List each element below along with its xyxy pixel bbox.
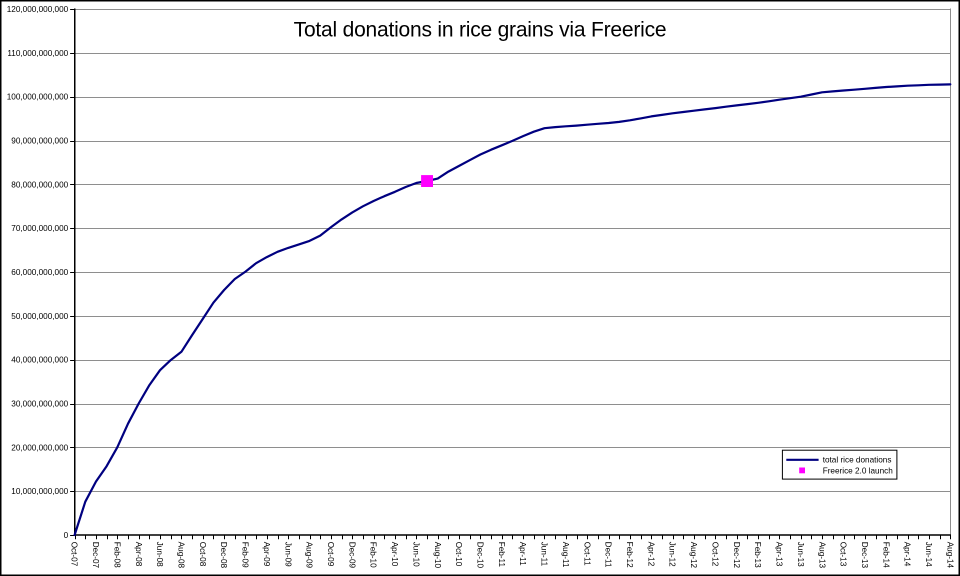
svg-text:Apr-09: Apr-09	[262, 542, 271, 567]
svg-text:Aug-11: Aug-11	[561, 542, 570, 568]
svg-text:120,000,000,000: 120,000,000,000	[7, 5, 69, 14]
svg-text:total rice donations: total rice donations	[823, 456, 892, 465]
svg-text:40,000,000,000: 40,000,000,000	[11, 356, 68, 365]
svg-text:Oct-08: Oct-08	[198, 542, 207, 567]
svg-text:Apr-14: Apr-14	[903, 542, 912, 567]
svg-text:Jun-12: Jun-12	[668, 542, 677, 567]
svg-text:Aug-14: Aug-14	[945, 542, 954, 569]
svg-text:Dec-11: Dec-11	[604, 542, 613, 568]
svg-text:Jun-14: Jun-14	[924, 542, 933, 567]
svg-text:Total donations in rice grains: Total donations in rice grains via Freer…	[294, 18, 667, 41]
svg-text:Apr-13: Apr-13	[775, 542, 784, 567]
svg-text:Oct-09: Oct-09	[326, 542, 335, 567]
svg-text:Apr-12: Apr-12	[646, 542, 655, 567]
svg-text:Oct-10: Oct-10	[454, 542, 463, 567]
svg-text:Dec-07: Dec-07	[91, 542, 100, 569]
svg-text:10,000,000,000: 10,000,000,000	[11, 487, 68, 496]
svg-text:80,000,000,000: 80,000,000,000	[11, 180, 68, 189]
svg-text:Feb-11: Feb-11	[497, 542, 506, 568]
svg-text:50,000,000,000: 50,000,000,000	[11, 312, 68, 321]
svg-text:Aug-10: Aug-10	[433, 542, 442, 569]
svg-text:90,000,000,000: 90,000,000,000	[11, 137, 68, 146]
svg-text:Freerice 2.0 launch: Freerice 2.0 launch	[823, 466, 894, 475]
svg-text:Jun-09: Jun-09	[283, 542, 292, 567]
svg-text:Apr-11: Apr-11	[518, 542, 527, 566]
svg-text:Dec-08: Dec-08	[219, 542, 228, 569]
svg-text:Jun-10: Jun-10	[411, 542, 420, 567]
svg-text:70,000,000,000: 70,000,000,000	[11, 224, 68, 233]
svg-text:Aug-12: Aug-12	[689, 542, 698, 569]
svg-text:Apr-10: Apr-10	[390, 542, 399, 567]
svg-text:20,000,000,000: 20,000,000,000	[11, 443, 68, 452]
svg-text:Aug-13: Aug-13	[817, 542, 826, 569]
svg-text:110,000,000,000: 110,000,000,000	[7, 49, 68, 58]
svg-text:Dec-09: Dec-09	[347, 542, 356, 569]
svg-text:100,000,000,000: 100,000,000,000	[7, 93, 69, 102]
svg-text:Aug-09: Aug-09	[305, 542, 314, 569]
svg-text:Jun-13: Jun-13	[796, 542, 805, 567]
svg-text:Aug-08: Aug-08	[176, 542, 185, 569]
svg-text:Feb-09: Feb-09	[241, 542, 250, 568]
svg-text:30,000,000,000: 30,000,000,000	[11, 400, 68, 409]
svg-text:Apr-08: Apr-08	[134, 542, 143, 567]
svg-text:Feb-13: Feb-13	[753, 542, 762, 568]
svg-text:Jun-08: Jun-08	[155, 542, 164, 567]
svg-text:Oct-11: Oct-11	[582, 542, 591, 566]
svg-text:60,000,000,000: 60,000,000,000	[11, 268, 68, 277]
svg-text:Feb-14: Feb-14	[881, 542, 890, 568]
svg-text:Jun-11: Jun-11	[540, 542, 549, 567]
svg-text:Oct-13: Oct-13	[839, 542, 848, 567]
svg-text:Dec-13: Dec-13	[860, 542, 869, 569]
svg-text:Dec-10: Dec-10	[476, 542, 485, 569]
svg-text:Feb-12: Feb-12	[625, 542, 634, 568]
svg-text:Feb-10: Feb-10	[369, 542, 378, 568]
svg-text:Dec-12: Dec-12	[732, 542, 741, 569]
svg-text:0: 0	[64, 531, 69, 540]
svg-text:Oct-07: Oct-07	[70, 542, 79, 567]
svg-text:Feb-08: Feb-08	[112, 542, 121, 568]
svg-text:Oct-12: Oct-12	[710, 542, 719, 567]
